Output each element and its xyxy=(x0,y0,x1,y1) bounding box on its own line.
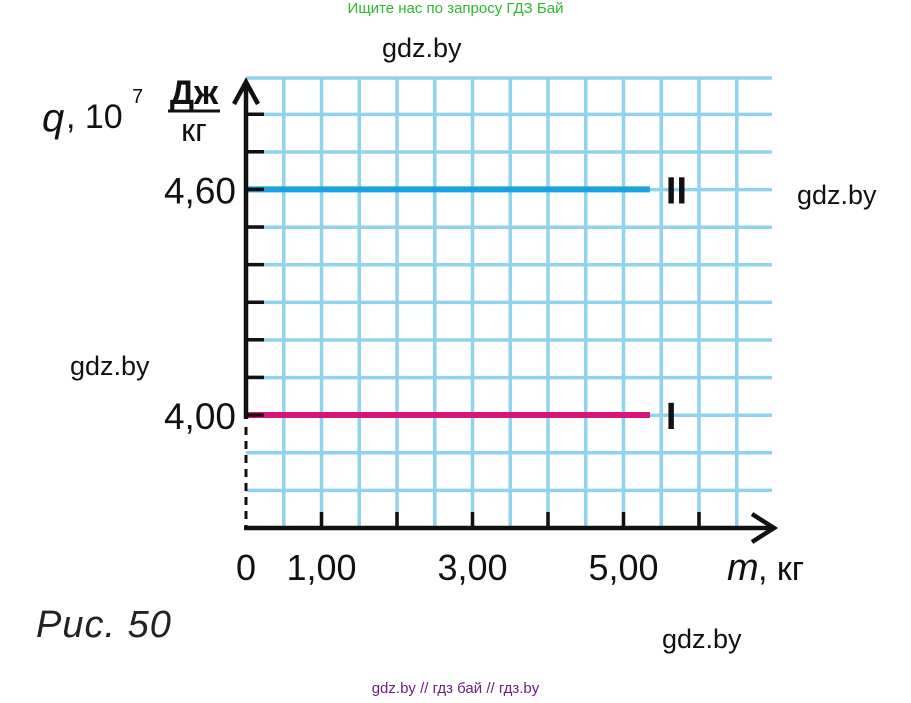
top-banner: Ищите нас по запросу ГДЗ Бай xyxy=(347,0,564,17)
series-label: II xyxy=(666,170,687,212)
watermark: gdz.by xyxy=(382,33,462,63)
series-label: I xyxy=(666,396,677,438)
x-tick-label: 1,00 xyxy=(286,547,356,588)
chart-ticks xyxy=(246,112,701,528)
x-tick-label: 0 xyxy=(236,547,256,588)
watermark: gdz.by xyxy=(797,180,877,210)
x-axis-symbol: m xyxy=(727,547,759,589)
y-axis-unit-numerator: Дж xyxy=(170,74,219,112)
bottom-banner: gdz.by // гдз бай // гдз.by xyxy=(371,680,540,697)
y-axis-symbol: q xyxy=(42,96,64,140)
y-tick-label: 4,00 xyxy=(164,396,236,437)
watermark: gdz.by xyxy=(662,624,742,654)
chart-axes xyxy=(232,77,779,544)
y-axis-exponent: 7 xyxy=(132,86,143,108)
x-tick-label: 3,00 xyxy=(437,547,507,588)
y-axis-multiplier: , 10 xyxy=(66,98,123,136)
y-axis-arrow xyxy=(232,77,260,106)
x-axis-unit: , кг xyxy=(758,550,804,588)
y-tick-label: 4,60 xyxy=(164,170,236,211)
figure-caption: Рис. 50 xyxy=(36,604,172,646)
x-axis-arrow xyxy=(750,512,779,544)
watermark: gdz.by xyxy=(70,351,150,381)
y-axis-unit-denominator: кг xyxy=(181,112,207,148)
x-tick-label: 5,00 xyxy=(588,547,658,588)
chart-grid xyxy=(246,76,772,528)
chart-series xyxy=(246,186,650,418)
